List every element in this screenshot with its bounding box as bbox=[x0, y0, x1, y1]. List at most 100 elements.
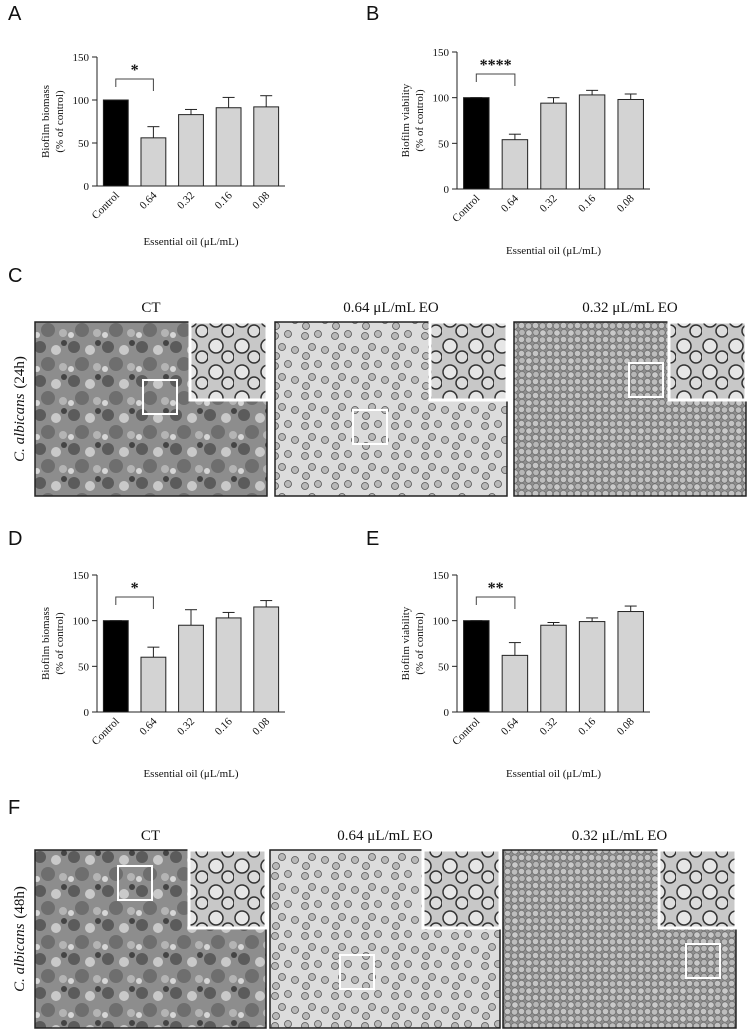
row-label-species: C. albicans bbox=[12, 923, 28, 991]
x-tick-label: 0.64 bbox=[137, 715, 159, 737]
y-axis-label: (% of control) bbox=[414, 612, 426, 675]
bar bbox=[253, 606, 280, 713]
bar bbox=[463, 620, 490, 713]
zoom-box bbox=[339, 954, 375, 990]
x-tick-label: 0.64 bbox=[137, 189, 159, 211]
x-axis-label: Essential oil (μL/mL) bbox=[143, 236, 238, 248]
y-tick-label: 50 bbox=[78, 138, 90, 150]
x-tick-label: Control bbox=[450, 716, 482, 748]
y-axis-label: (% of control) bbox=[54, 90, 66, 153]
bar bbox=[501, 139, 529, 190]
bar bbox=[140, 137, 167, 187]
x-tick-label: Control bbox=[90, 716, 122, 748]
y-tick-label: 100 bbox=[433, 93, 450, 105]
bar bbox=[253, 106, 280, 187]
y-tick-label: 150 bbox=[433, 570, 450, 582]
significance-bracket bbox=[475, 596, 516, 609]
column-title: 0.32 μL/mL EO bbox=[572, 828, 668, 844]
panel-letter: E bbox=[366, 528, 379, 550]
y-tick-label: 0 bbox=[84, 181, 90, 193]
inset bbox=[657, 848, 738, 930]
y-tick-label: 150 bbox=[433, 47, 450, 59]
bar bbox=[540, 624, 567, 713]
bar bbox=[501, 654, 529, 713]
x-tick-label: 0.08 bbox=[250, 715, 272, 737]
x-tick-label: 0.16 bbox=[213, 715, 235, 737]
significance-label: **** bbox=[480, 57, 512, 74]
row-label-species: C. albicans bbox=[12, 393, 28, 461]
y-tick-label: 0 bbox=[444, 184, 450, 196]
inset bbox=[421, 848, 502, 930]
y-tick-label: 50 bbox=[438, 138, 450, 150]
column-title: 0.64 μL/mL EO bbox=[337, 828, 433, 844]
panel-letter: B bbox=[366, 3, 379, 25]
x-tick-label: 0.08 bbox=[615, 715, 637, 737]
x-tick-label: 0.16 bbox=[576, 192, 598, 214]
y-tick-label: 0 bbox=[84, 707, 90, 719]
y-axis-label: Biofilm viability bbox=[400, 606, 412, 680]
y-tick-label: 100 bbox=[73, 616, 90, 628]
x-axis-label: Essential oil (μL/mL) bbox=[506, 245, 601, 257]
significance-label: ** bbox=[488, 580, 504, 597]
bar bbox=[578, 94, 606, 190]
bar bbox=[102, 99, 129, 187]
x-tick-label: 0.32 bbox=[175, 190, 197, 212]
bar bbox=[178, 114, 204, 187]
x-tick-label: 0.32 bbox=[175, 716, 197, 738]
x-tick-label: Control bbox=[450, 193, 482, 225]
significance-label: * bbox=[131, 580, 139, 597]
x-tick-label: 0.08 bbox=[615, 192, 637, 214]
zoom-box bbox=[685, 943, 721, 979]
significance-label: * bbox=[131, 62, 139, 79]
y-axis-label: Biofilm biomass bbox=[40, 85, 52, 158]
significance-bracket bbox=[475, 73, 516, 86]
column-title: CT bbox=[141, 828, 160, 844]
x-tick-label: 0.32 bbox=[538, 716, 560, 738]
zoom-box bbox=[352, 409, 388, 445]
bar bbox=[102, 620, 129, 713]
y-tick-label: 100 bbox=[433, 616, 450, 628]
significance-bracket bbox=[115, 78, 154, 91]
inset bbox=[187, 848, 268, 930]
x-tick-label: 0.08 bbox=[250, 189, 272, 211]
x-tick-label: 0.64 bbox=[499, 715, 521, 737]
panel-letter: F bbox=[8, 797, 20, 819]
bar bbox=[215, 617, 242, 713]
x-tick-label: 0.32 bbox=[538, 193, 560, 215]
row-label: C. albicans (48h) bbox=[12, 886, 28, 992]
bar bbox=[140, 656, 167, 713]
y-axis-label: (% of control) bbox=[414, 89, 426, 152]
row-label-time: (24h) bbox=[12, 356, 28, 389]
y-tick-label: 50 bbox=[78, 661, 90, 673]
row-label: C. albicans (24h) bbox=[12, 356, 28, 462]
y-axis-label: Biofilm biomass bbox=[40, 607, 52, 680]
y-axis-label: Biofilm viability bbox=[400, 83, 412, 157]
y-tick-label: 50 bbox=[438, 661, 450, 673]
bar bbox=[540, 102, 567, 190]
y-tick-label: 150 bbox=[73, 570, 90, 582]
zoom-box bbox=[142, 379, 178, 415]
y-tick-label: 150 bbox=[73, 52, 90, 64]
zoom-box bbox=[628, 362, 664, 398]
inset bbox=[667, 320, 748, 402]
zoom-box bbox=[117, 865, 153, 901]
bar bbox=[215, 107, 242, 187]
y-tick-label: 0 bbox=[444, 707, 450, 719]
y-axis-label: (% of control) bbox=[54, 612, 66, 675]
x-tick-label: 0.16 bbox=[213, 189, 235, 211]
bar bbox=[617, 611, 644, 713]
column-title: 0.64 μL/mL EO bbox=[343, 300, 439, 316]
bar bbox=[578, 621, 606, 713]
column-title: CT bbox=[141, 300, 160, 316]
significance-bracket bbox=[115, 596, 154, 609]
inset bbox=[428, 320, 509, 402]
bar bbox=[617, 98, 644, 190]
column-title: 0.32 μL/mL EO bbox=[582, 300, 678, 316]
row-label-time: (48h) bbox=[12, 886, 28, 919]
bar bbox=[178, 624, 204, 713]
inset bbox=[188, 320, 269, 402]
x-axis-label: Essential oil (μL/mL) bbox=[143, 768, 238, 780]
x-axis-label: Essential oil (μL/mL) bbox=[506, 768, 601, 780]
panel-letter: A bbox=[8, 3, 22, 25]
bar bbox=[463, 97, 490, 190]
